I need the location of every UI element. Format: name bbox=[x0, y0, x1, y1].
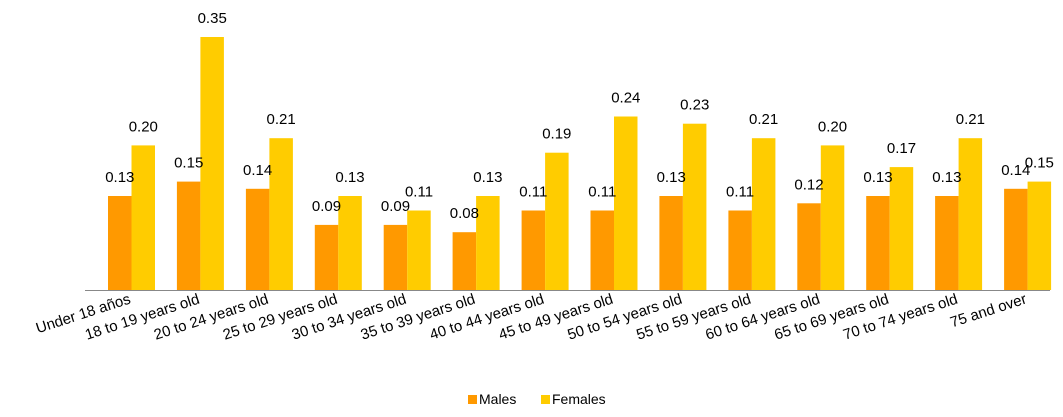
data-label-females-5: 0.13 bbox=[473, 169, 502, 186]
data-label-males-13: 0.14 bbox=[1001, 162, 1030, 179]
bar-females-0 bbox=[131, 145, 155, 290]
legend: Males Females bbox=[468, 391, 606, 407]
data-label-males-7: 0.11 bbox=[588, 184, 616, 201]
data-label-females-13: 0.15 bbox=[1025, 155, 1054, 172]
bar-males-4 bbox=[383, 224, 408, 290]
data-label-females-11: 0.17 bbox=[887, 140, 916, 157]
bar-males-8 bbox=[659, 196, 683, 290]
data-label-females-9: 0.21 bbox=[749, 111, 778, 128]
data-label-males-11: 0.13 bbox=[863, 169, 892, 186]
bar-females-6 bbox=[545, 152, 569, 290]
data-label-males-6: 0.11 bbox=[519, 184, 547, 201]
data-label-males-2: 0.14 bbox=[243, 162, 272, 179]
bar-females-9 bbox=[751, 138, 776, 290]
bar-males-5 bbox=[452, 232, 477, 290]
bar-males-7 bbox=[590, 210, 614, 290]
bar-males-9 bbox=[728, 210, 752, 290]
data-label-males-5: 0.08 bbox=[450, 205, 479, 222]
legend-swatch-males bbox=[468, 395, 477, 404]
bar-males-11 bbox=[866, 196, 890, 290]
category-label-13: 75 and over bbox=[948, 291, 1029, 332]
bars-layer bbox=[108, 37, 1052, 290]
bar-females-2 bbox=[269, 138, 293, 290]
data-label-males-4: 0.09 bbox=[381, 198, 410, 215]
data-label-females-4: 0.11 bbox=[405, 184, 433, 201]
data-label-males-9: 0.11 bbox=[726, 184, 754, 201]
bar-females-11 bbox=[889, 167, 914, 290]
data-label-females-6: 0.19 bbox=[542, 126, 571, 143]
bar-females-12 bbox=[958, 138, 983, 290]
bar-females-13 bbox=[1027, 181, 1052, 290]
data-label-females-7: 0.24 bbox=[611, 90, 640, 107]
legend-label-females: Females bbox=[552, 391, 606, 407]
bar-females-7 bbox=[614, 116, 638, 290]
data-label-females-0: 0.20 bbox=[129, 118, 158, 135]
bar-males-2 bbox=[245, 188, 270, 290]
data-label-females-12: 0.21 bbox=[956, 111, 985, 128]
data-label-males-3: 0.09 bbox=[312, 198, 341, 215]
data-label-males-8: 0.13 bbox=[657, 169, 686, 186]
data-label-males-12: 0.13 bbox=[932, 169, 961, 186]
bar-females-4 bbox=[407, 210, 431, 290]
data-label-females-10: 0.20 bbox=[818, 118, 847, 135]
data-label-males-1: 0.15 bbox=[174, 155, 203, 172]
legend-label-males: Males bbox=[479, 391, 516, 407]
data-label-males-0: 0.13 bbox=[105, 169, 134, 186]
bar-males-0 bbox=[108, 196, 132, 290]
bar-females-8 bbox=[682, 123, 707, 290]
bar-females-10 bbox=[820, 145, 845, 290]
legend-swatch-females bbox=[541, 395, 550, 404]
bar-females-1 bbox=[200, 37, 224, 290]
bar-females-5 bbox=[476, 196, 500, 290]
data-label-females-8: 0.23 bbox=[680, 97, 709, 114]
bar-females-3 bbox=[338, 196, 362, 290]
bar-males-6 bbox=[521, 210, 546, 290]
data-label-females-1: 0.35 bbox=[198, 10, 227, 27]
bar-males-13 bbox=[1004, 188, 1028, 290]
bar-males-10 bbox=[797, 203, 821, 290]
bar-males-12 bbox=[935, 196, 959, 290]
bar-males-3 bbox=[314, 224, 339, 290]
data-labels-layer: 0.130.200.150.350.140.210.090.130.090.11… bbox=[105, 10, 1054, 222]
data-label-females-3: 0.13 bbox=[335, 169, 364, 186]
data-label-males-10: 0.12 bbox=[794, 176, 823, 193]
bar-males-1 bbox=[176, 181, 201, 290]
data-label-females-2: 0.21 bbox=[266, 111, 295, 128]
